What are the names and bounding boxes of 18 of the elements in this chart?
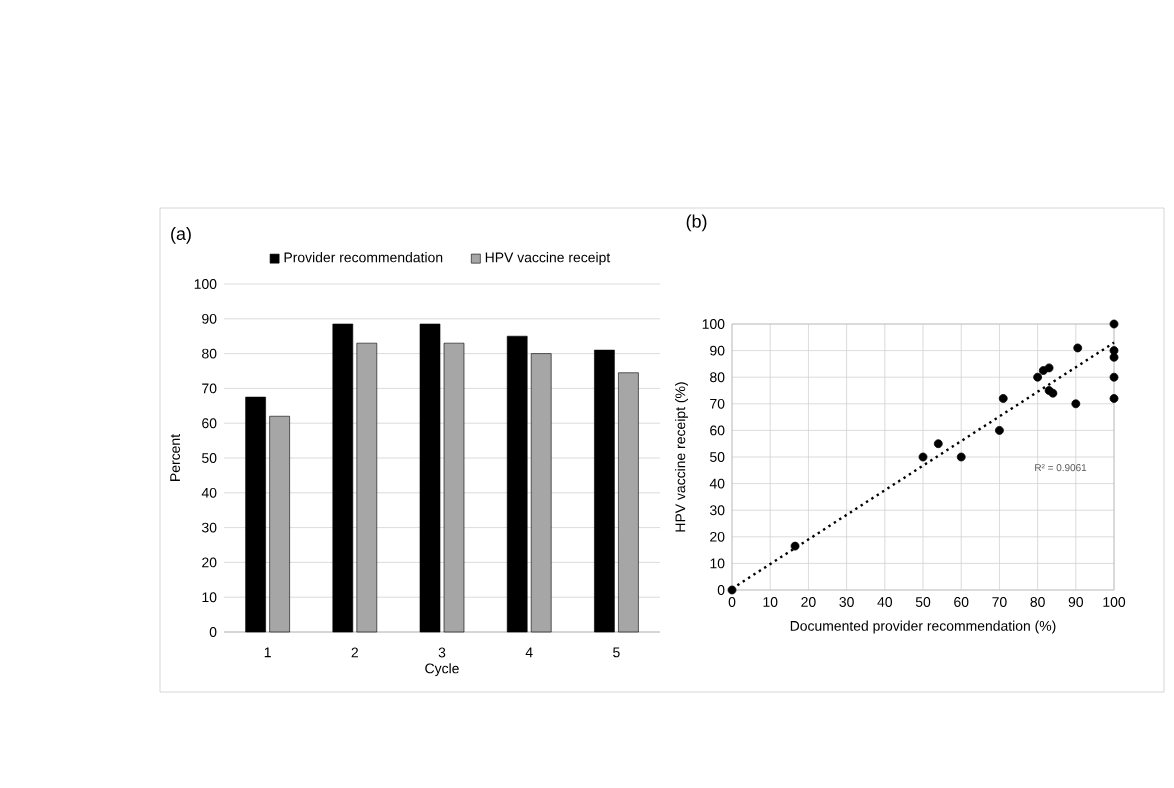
point — [918, 452, 928, 462]
point — [1071, 399, 1081, 409]
point — [1109, 372, 1119, 382]
point — [790, 541, 800, 551]
point — [1109, 352, 1119, 362]
point — [995, 426, 1004, 435]
point — [1109, 346, 1119, 355]
point — [956, 452, 966, 462]
point — [1033, 372, 1043, 382]
chart-title: (b) — [686, 214, 707, 232]
point — [1044, 363, 1054, 373]
point — [1073, 343, 1083, 353]
point — [727, 585, 737, 595]
point — [998, 394, 1008, 403]
point — [1109, 319, 1119, 329]
point — [1109, 394, 1119, 403]
point — [933, 439, 943, 449]
chart-title: (a) — [171, 226, 191, 244]
